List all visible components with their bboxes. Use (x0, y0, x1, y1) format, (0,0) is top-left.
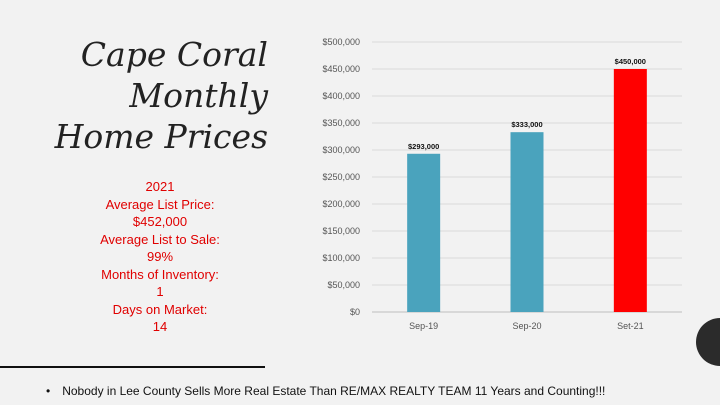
title-line: Cape Coral (80, 35, 268, 74)
decorative-circle (696, 318, 720, 366)
days-on-market-value: 14 (152, 319, 168, 334)
avg-list-price-value: $452,000 (132, 214, 188, 229)
y-tick-label: $300,000 (322, 145, 360, 155)
months-inventory-label: Months of Inventory: (101, 266, 219, 282)
y-tick-label: $350,000 (322, 118, 360, 128)
y-tick-label: $0 (350, 307, 360, 317)
data-label: $450,000 (615, 57, 646, 66)
slide-title: Cape Coral Monthly Home Prices (40, 34, 268, 157)
chart-bars (407, 69, 647, 312)
y-tick-label: $100,000 (322, 253, 360, 263)
divider-line (0, 366, 265, 368)
bar (613, 69, 647, 312)
stats-panel: 2021 Average List Price: $452,000 Averag… (60, 178, 260, 336)
x-tick-label: Sep-20 (512, 321, 541, 331)
title-line: Monthly (129, 76, 268, 115)
y-tick-label: $400,000 (322, 91, 360, 101)
x-tick-label: Set-21 (617, 321, 644, 331)
list-to-sale-value: 99% (146, 249, 174, 264)
y-tick-label: $250,000 (322, 172, 360, 182)
data-label: $333,000 (511, 120, 542, 129)
footer-note: • Nobody in Lee County Sells More Real Es… (46, 384, 605, 398)
months-inventory-value: 1 (156, 284, 164, 299)
bar (407, 153, 441, 312)
x-tick-label: Sep-19 (409, 321, 438, 331)
list-to-sale-label: Average List to Sale: (100, 231, 220, 247)
price-bar-chart: $0 $50,000 $100,000 $150,000 $200,000 $250,00… (322, 37, 682, 331)
y-tick-label: $200,000 (322, 199, 360, 209)
y-tick-label: $500,000 (322, 37, 360, 47)
title-line: Home Prices (54, 117, 268, 156)
y-tick-label: $150,000 (322, 226, 360, 236)
avg-list-price-label: Average List Price: (105, 196, 215, 212)
days-on-market-label: Days on Market: (112, 301, 208, 317)
y-tick-label: $450,000 (322, 64, 360, 74)
y-tick-label: $50,000 (327, 280, 360, 290)
bullet-icon: • (46, 384, 51, 398)
chart-labels: $0 $50,000 $100,000 $150,000 $200,000 $250,00… (322, 37, 646, 331)
stats-year: 2021 (145, 179, 175, 194)
footer-text: Nobody in Lee County Sells More Real Est… (62, 384, 606, 398)
bar (510, 132, 544, 312)
data-label: $293,000 (408, 142, 439, 151)
